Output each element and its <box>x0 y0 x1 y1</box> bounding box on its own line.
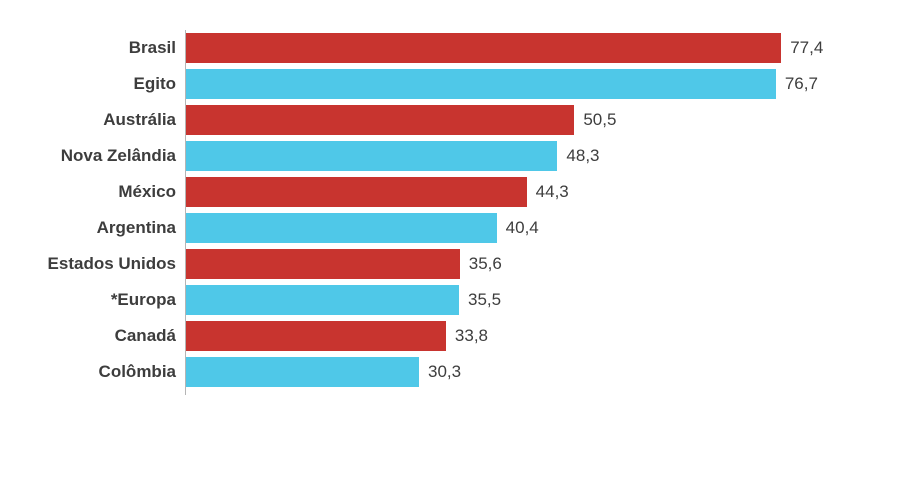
category-label: *Europa <box>110 290 176 309</box>
bar <box>186 321 446 351</box>
category-label: Estados Unidos <box>47 254 176 273</box>
bar <box>186 177 527 207</box>
bar <box>186 357 419 387</box>
category-label: Canadá <box>114 326 176 345</box>
category-label: Brasil <box>128 38 176 57</box>
value-label: 30,3 <box>428 362 462 381</box>
category-label: México <box>118 182 176 201</box>
value-label: 77,4 <box>790 38 824 57</box>
bar <box>186 69 776 99</box>
bar-chart: Brasil 77,4 Egito 76,7 Austrália 50,5 Nova Zel… <box>0 30 902 395</box>
bar-row: *Europa 35,5 <box>0 285 902 315</box>
bar-row: Austrália 50,5 <box>0 105 902 135</box>
value-label: 50,5 <box>583 110 617 129</box>
category-label: Egito <box>133 74 177 93</box>
bar-row: Nova Zelândia 48,3 <box>0 141 902 171</box>
bar-row: Argentina 40,4 <box>0 213 902 243</box>
bar-row: Canadá 33,8 <box>0 321 902 351</box>
category-label: Colômbia <box>98 362 176 381</box>
bar <box>186 249 460 279</box>
bar-row: Brasil 77,4 <box>0 33 902 63</box>
bar <box>186 285 459 315</box>
bar-row: México 44,3 <box>0 177 902 207</box>
value-label: 33,8 <box>454 326 489 345</box>
category-label: Nova Zelândia <box>60 146 176 165</box>
bar <box>186 213 497 243</box>
category-label: Argentina <box>96 218 176 237</box>
bar-row: Colômbia 30,3 <box>0 357 902 387</box>
value-label: 40,4 <box>505 218 539 237</box>
y-axis-line <box>185 30 186 395</box>
bar <box>186 141 558 171</box>
bar-row: Estados Unidos 35,6 <box>0 249 902 279</box>
value-label: 35,5 <box>467 290 502 309</box>
category-label: Austrália <box>103 110 176 129</box>
value-label: 35,6 <box>468 254 502 273</box>
bar <box>186 105 575 135</box>
bar-row: Egito 76,7 <box>0 69 902 99</box>
bar <box>186 33 782 63</box>
value-label: 44,3 <box>535 182 569 201</box>
value-label: 48,3 <box>566 146 600 165</box>
value-label: 76,7 <box>784 74 818 93</box>
